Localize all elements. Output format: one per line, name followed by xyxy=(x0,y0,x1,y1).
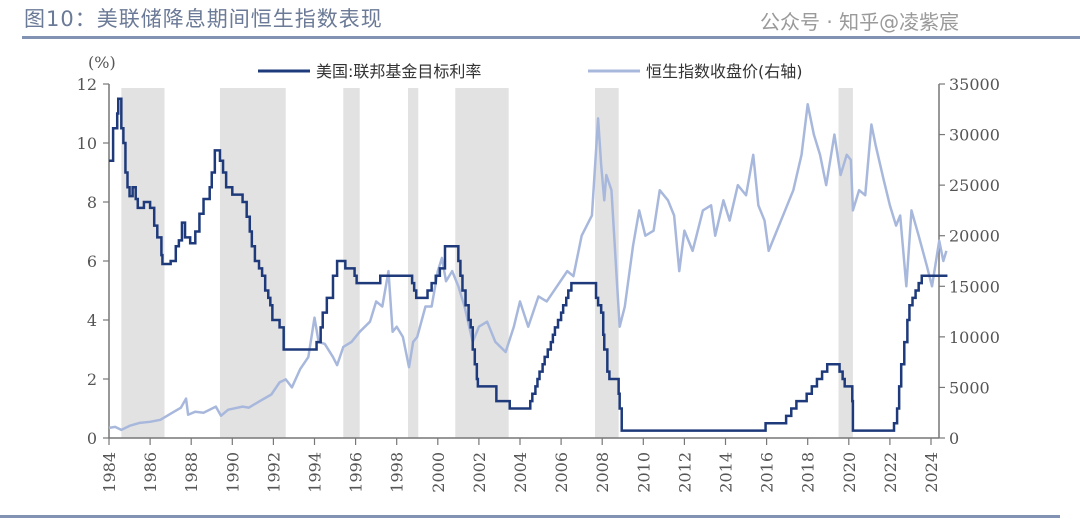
chart-title: 图10：美联储降息期间恒生指数表现 xyxy=(24,7,383,31)
rate-cut-period-shade xyxy=(343,88,360,438)
x-axis-tick-label: 2016 xyxy=(758,452,777,493)
x-axis-tick-label: 1990 xyxy=(223,452,242,493)
x-axis-tick-label: 1998 xyxy=(388,452,407,493)
right-axis-tick-label: 10000 xyxy=(949,328,1000,347)
right-axis-tick-label: 35000 xyxy=(949,75,1000,94)
x-axis-tick-label: 2024 xyxy=(922,452,941,493)
right-axis-tick-label: 20000 xyxy=(949,227,1000,246)
x-axis-tick-label: 2020 xyxy=(840,452,859,493)
x-axis-tick-label: 2000 xyxy=(429,452,448,493)
x-axis-tick-label: 1994 xyxy=(306,452,325,493)
x-axis-tick-label: 1988 xyxy=(182,452,201,493)
rate-cut-period-shade xyxy=(455,88,509,438)
legend-label-fed: 美国:联邦基金目标利率 xyxy=(316,62,481,81)
right-axis-tick-label: 15000 xyxy=(949,277,1000,296)
x-axis-tick-label: 2006 xyxy=(552,452,571,493)
legend: 美国:联邦基金目标利率 恒生指数收盘价(右轴) xyxy=(258,62,803,81)
x-axis-tick-label: 2022 xyxy=(881,452,900,493)
x-axis-tick-label: 1996 xyxy=(347,452,366,493)
left-axis-unit: (%) xyxy=(88,53,116,72)
left-axis-tick-label: 6 xyxy=(87,252,97,271)
rate-cut-period-shade xyxy=(121,88,165,438)
x-axis-tick-label: 2018 xyxy=(799,452,818,493)
hsi-close-line xyxy=(108,102,948,432)
right-axis-tick-label: 0 xyxy=(949,429,959,448)
fed-funds-rate-line xyxy=(109,97,948,432)
left-axis-tick-label: 12 xyxy=(77,75,97,94)
rate-cut-period-shade xyxy=(838,88,853,438)
x-axis-tick-label: 2010 xyxy=(634,452,653,493)
right-axis-tick-label: 25000 xyxy=(949,176,1000,195)
x-axis-tick-label: 2008 xyxy=(593,452,612,493)
rate-cut-period-shade xyxy=(408,88,419,438)
bottom-divider xyxy=(0,515,1060,518)
left-axis-tick-label: 8 xyxy=(87,193,97,212)
left-axis-tick-label: 10 xyxy=(77,134,97,153)
x-axis-tick-label: 2004 xyxy=(511,452,530,493)
x-axis-tick-label: 1986 xyxy=(141,452,160,493)
right-axis-tick-label: 30000 xyxy=(949,126,1000,145)
series-lines xyxy=(108,97,948,432)
x-axis-tick-label: 2012 xyxy=(675,452,694,493)
axes: 0 2 4 6 8 10 12 0 5000 10000 15000 20000 25000 30000 3… xyxy=(77,75,1000,493)
shaded-periods xyxy=(121,88,853,438)
x-axis-tick-label: 2014 xyxy=(717,452,736,493)
watermark: 公众号 · 知乎@凌紫宸 xyxy=(760,10,960,34)
x-axis-tick-label: 1984 xyxy=(100,452,119,493)
title-divider xyxy=(22,36,1080,39)
left-axis-tick-label: 4 xyxy=(87,311,97,330)
x-axis-tick-label: 1992 xyxy=(264,452,283,493)
legend-label-hsi: 恒生指数收盘价(右轴) xyxy=(646,62,803,81)
left-axis-tick-label: 0 xyxy=(87,429,97,448)
left-axis-tick-label: 2 xyxy=(87,370,97,389)
x-axis-tick-label: 2002 xyxy=(470,452,489,493)
rate-cut-period-shade xyxy=(219,88,286,438)
right-axis-tick-label: 5000 xyxy=(949,378,990,397)
